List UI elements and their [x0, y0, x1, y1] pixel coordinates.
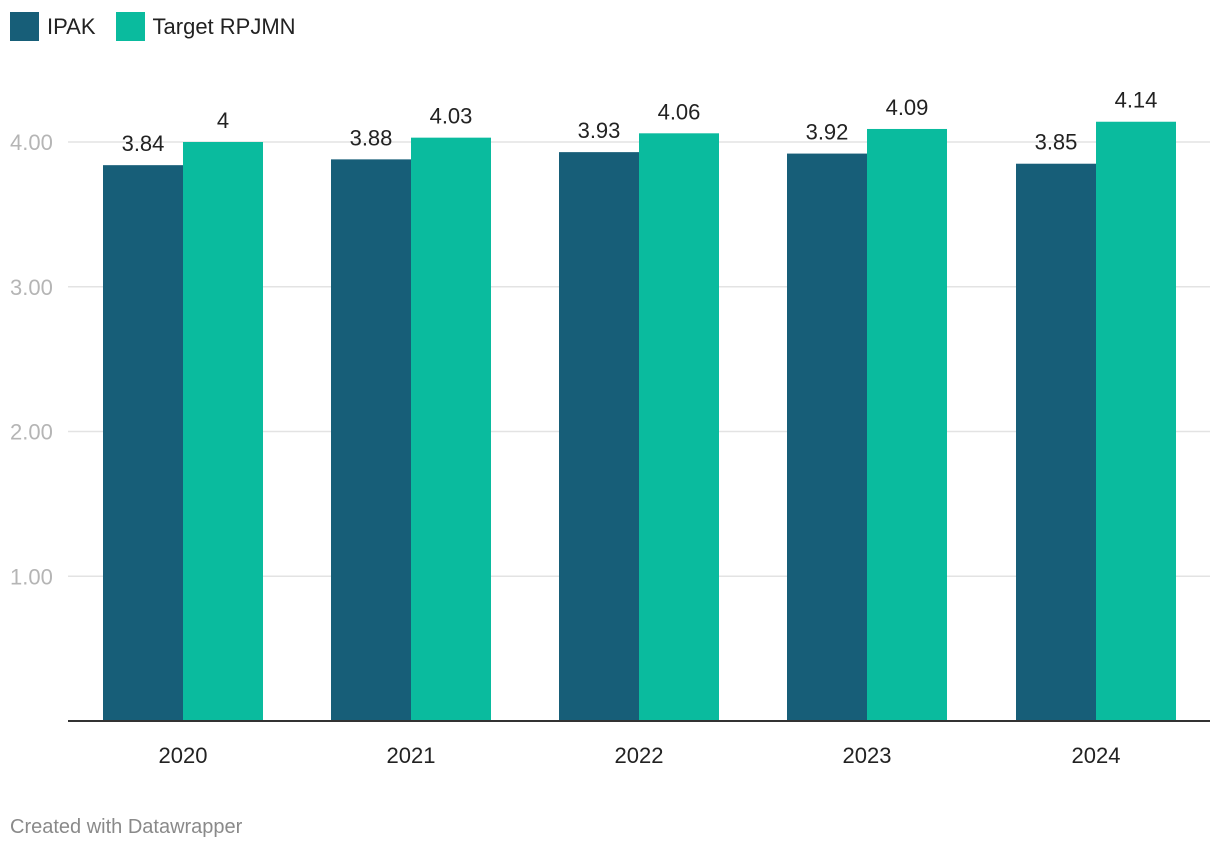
y-tick-label: 2.00	[10, 420, 53, 445]
bar-ipak-2024	[1016, 163, 1096, 721]
legend-swatch-target-rpjmn	[115, 12, 145, 41]
data-label: 3.92	[806, 120, 849, 145]
bar-target-rpjmn-2023	[867, 128, 947, 721]
x-tick-label: 2023	[843, 743, 892, 768]
y-tick-label: 3.00	[10, 275, 53, 300]
x-tick-label: 2021	[387, 743, 436, 768]
bar-ipak-2022	[559, 152, 639, 721]
data-label: 3.84	[122, 131, 165, 156]
data-label: 4.03	[430, 104, 473, 129]
bar-chart: 1.00 2.00 3.00 4.00 3.84 4 2020 3.88 4.03 2021 3.9…	[10, 88, 1210, 768]
legend-label-ipak: IPAK	[47, 13, 96, 39]
data-label: 3.88	[350, 125, 393, 150]
bar-ipak-2021	[331, 159, 411, 721]
x-tick-label: 2020	[159, 743, 208, 768]
x-tick-label: 2022	[615, 743, 664, 768]
legend-swatch-ipak	[10, 12, 39, 41]
legend-item-ipak: IPAK	[10, 12, 96, 41]
legend-item-target-rpjmn: Target RPJMN	[115, 12, 296, 41]
data-label: 4	[217, 108, 229, 133]
bar-target-rpjmn-2021	[411, 137, 491, 722]
legend-label-target-rpjmn: Target RPJMN	[152, 13, 296, 39]
data-label: 4.06	[658, 99, 701, 124]
data-label: 4.14	[1115, 88, 1158, 113]
bar-target-rpjmn-2024	[1096, 121, 1176, 722]
bar-ipak-2020	[103, 165, 183, 721]
x-tick-label: 2024	[1072, 743, 1121, 768]
data-label: 3.85	[1035, 130, 1078, 155]
footer-credit: Created with Datawrapper	[10, 816, 243, 838]
legend: IPAK Target RPJMN	[10, 12, 296, 41]
bar-target-rpjmn-2022	[639, 133, 719, 721]
bar-target-rpjmn-2020	[183, 142, 263, 721]
y-tick-label: 1.00	[10, 564, 53, 589]
data-label: 3.93	[578, 118, 621, 143]
bar-ipak-2023	[787, 153, 867, 721]
y-tick-label: 4.00	[10, 130, 53, 155]
data-label: 4.09	[886, 95, 929, 120]
